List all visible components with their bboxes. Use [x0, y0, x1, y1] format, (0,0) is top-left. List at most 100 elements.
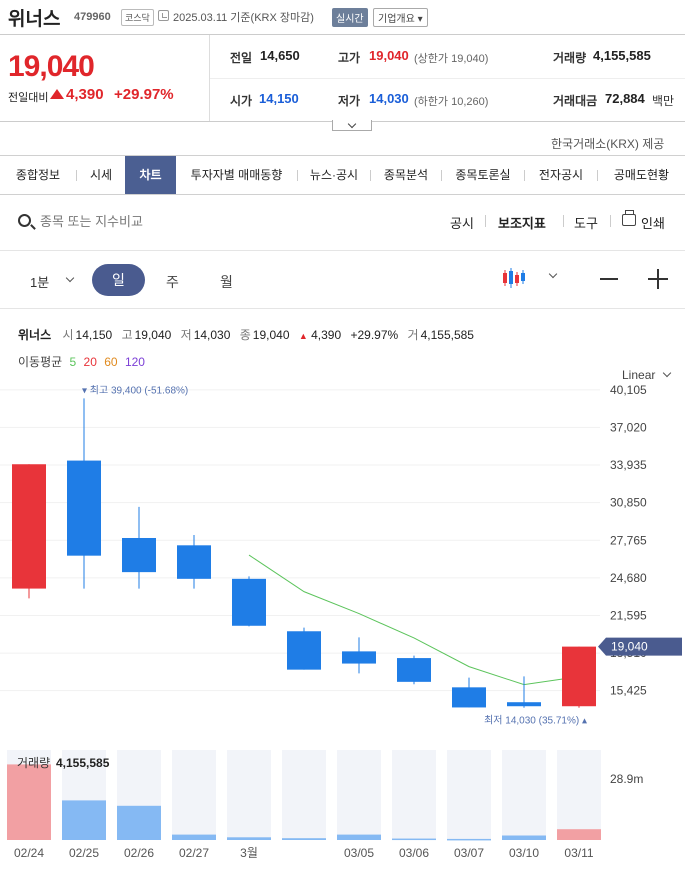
ma20-label[interactable]: 20 — [83, 355, 97, 369]
period-minute-label: 1분 — [30, 275, 50, 290]
tab-separator — [76, 170, 77, 181]
search-input[interactable] — [40, 211, 220, 231]
x-tick-label: 03/10 — [509, 846, 539, 860]
period-month-button[interactable]: 월 — [220, 274, 233, 290]
low-label: 저가 — [338, 94, 361, 108]
y-tick-label: 33,935 — [610, 458, 647, 472]
ma5-label[interactable]: 5 — [69, 355, 77, 369]
divider — [610, 215, 611, 227]
up-arrow-icon — [50, 89, 64, 99]
tab-investor-trading[interactable]: 투자자별 매매동향 — [190, 168, 283, 182]
tab-separator — [441, 170, 442, 181]
x-tick-label: 03/07 — [454, 846, 484, 860]
zoom-out-button[interactable] — [600, 278, 618, 280]
ma120-label[interactable]: 120 — [124, 355, 145, 369]
legend-close-value: 19,040 — [252, 328, 290, 342]
print-button[interactable]: 인쇄 — [641, 216, 665, 231]
open-value: 14,150 — [259, 91, 299, 106]
candle-body — [122, 537, 156, 573]
amount-label: 거래대금 — [553, 94, 598, 108]
basis-date: 2025.03.11 기준(KRX 장마감) — [173, 12, 314, 24]
tab-disclosure[interactable]: 전자공시 — [538, 168, 584, 182]
chevron-down-icon[interactable] — [548, 269, 558, 279]
divider — [485, 215, 486, 227]
volume-axis-label: 28.9m — [610, 772, 643, 786]
legend-high-key: 고 — [121, 328, 133, 342]
volume-column-bg — [337, 750, 381, 840]
divider — [210, 78, 685, 79]
calendar-icon — [158, 10, 169, 21]
legend-open-value: 14,150 — [75, 328, 113, 342]
tab-separator — [297, 170, 298, 181]
current-price-tag-label: 19,040 — [611, 640, 648, 654]
high-label: 고가 — [338, 51, 361, 65]
y-tick-label: 37,020 — [610, 420, 647, 434]
period-day-button[interactable]: 일 — [92, 264, 145, 296]
divider — [563, 215, 564, 227]
x-tick-label: 02/27 — [179, 846, 209, 860]
volume-bar — [557, 829, 601, 840]
volume-label: 거래량 — [553, 51, 587, 65]
volume-column-bg — [282, 750, 326, 840]
disclosure-button[interactable]: 공시 — [450, 216, 474, 231]
tools-button[interactable]: 도구 — [574, 216, 598, 231]
tab-separator — [370, 170, 371, 181]
change-percent: +29.97% — [114, 86, 174, 103]
x-tick-label: 03/06 — [399, 846, 429, 860]
tab-price[interactable]: 시세 — [89, 168, 113, 182]
chevron-down-icon — [347, 119, 357, 129]
low-value: 14,030 — [369, 91, 409, 106]
prev-close-label: 전일 — [230, 51, 253, 65]
candle-body — [397, 658, 431, 682]
volume-bar — [227, 837, 271, 840]
y-tick-label: 30,850 — [610, 496, 647, 510]
legend-change-value: 4,390 — [311, 328, 342, 342]
print-icon[interactable] — [622, 210, 636, 226]
candlestick-icon[interactable] — [501, 266, 527, 290]
change-label: 전일대비 — [8, 92, 49, 104]
volume-bar — [392, 838, 436, 841]
volume-title: 거래량 — [17, 756, 50, 770]
stock-code: 479960 — [74, 11, 111, 23]
tab-short-selling[interactable]: 공매도현황 — [613, 168, 670, 182]
tab-news[interactable]: 뉴스·공시 — [309, 168, 359, 182]
volume-column-bg — [172, 750, 216, 840]
price-chart[interactable]: 40,105 37,020 33,935 30,850 27,765 24,680 21,5… — [0, 385, 685, 889]
volume-bar — [282, 838, 326, 840]
ma-legend: 이동평균 5 20 60 120 — [18, 353, 149, 370]
y-tick-label: 21,595 — [610, 608, 647, 622]
indicator-button[interactable]: 보조지표 — [498, 216, 546, 231]
divider — [0, 308, 685, 309]
upper-limit: (상한가 19,040) — [414, 53, 489, 65]
realtime-badge: 실시간 — [332, 8, 368, 27]
tab-chart[interactable]: 차트 — [125, 156, 176, 194]
search-icon[interactable] — [18, 214, 31, 227]
volume-column-bg — [392, 750, 436, 840]
y-tick-label: 27,765 — [610, 533, 647, 547]
divider — [209, 35, 210, 121]
period-minute-select[interactable]: 1분 — [30, 272, 75, 291]
x-tick-label: 03/05 — [344, 846, 374, 860]
volume-bar — [62, 800, 106, 840]
volume-bar — [117, 805, 161, 840]
volume-bar — [337, 834, 381, 840]
x-tick-label: 03/11 — [564, 846, 593, 860]
period-week-button[interactable]: 주 — [166, 274, 179, 290]
change-amount: 4,390 — [50, 86, 104, 103]
legend-stock-name: 위너스 — [18, 328, 52, 342]
volume-bar — [7, 764, 51, 840]
volume-bar — [447, 838, 491, 841]
tab-analysis[interactable]: 종목분석 — [383, 168, 429, 182]
expand-button[interactable] — [332, 119, 372, 131]
current-price: 19,040 — [8, 50, 95, 83]
tab-overview[interactable]: 종합정보 — [15, 168, 61, 182]
scale-select[interactable]: Linear — [622, 368, 672, 382]
source-note: 한국거래소(KRX) 제공 — [551, 137, 665, 151]
tab-discussion[interactable]: 종목토론실 — [455, 168, 511, 182]
stock-name: 위너스 — [8, 9, 61, 30]
divider — [0, 250, 685, 251]
tab-separator — [597, 170, 598, 181]
company-info-button[interactable]: 기업개요 ▾ — [373, 8, 428, 27]
ma60-label[interactable]: 60 — [104, 355, 118, 369]
zoom-in-button[interactable] — [648, 269, 668, 289]
